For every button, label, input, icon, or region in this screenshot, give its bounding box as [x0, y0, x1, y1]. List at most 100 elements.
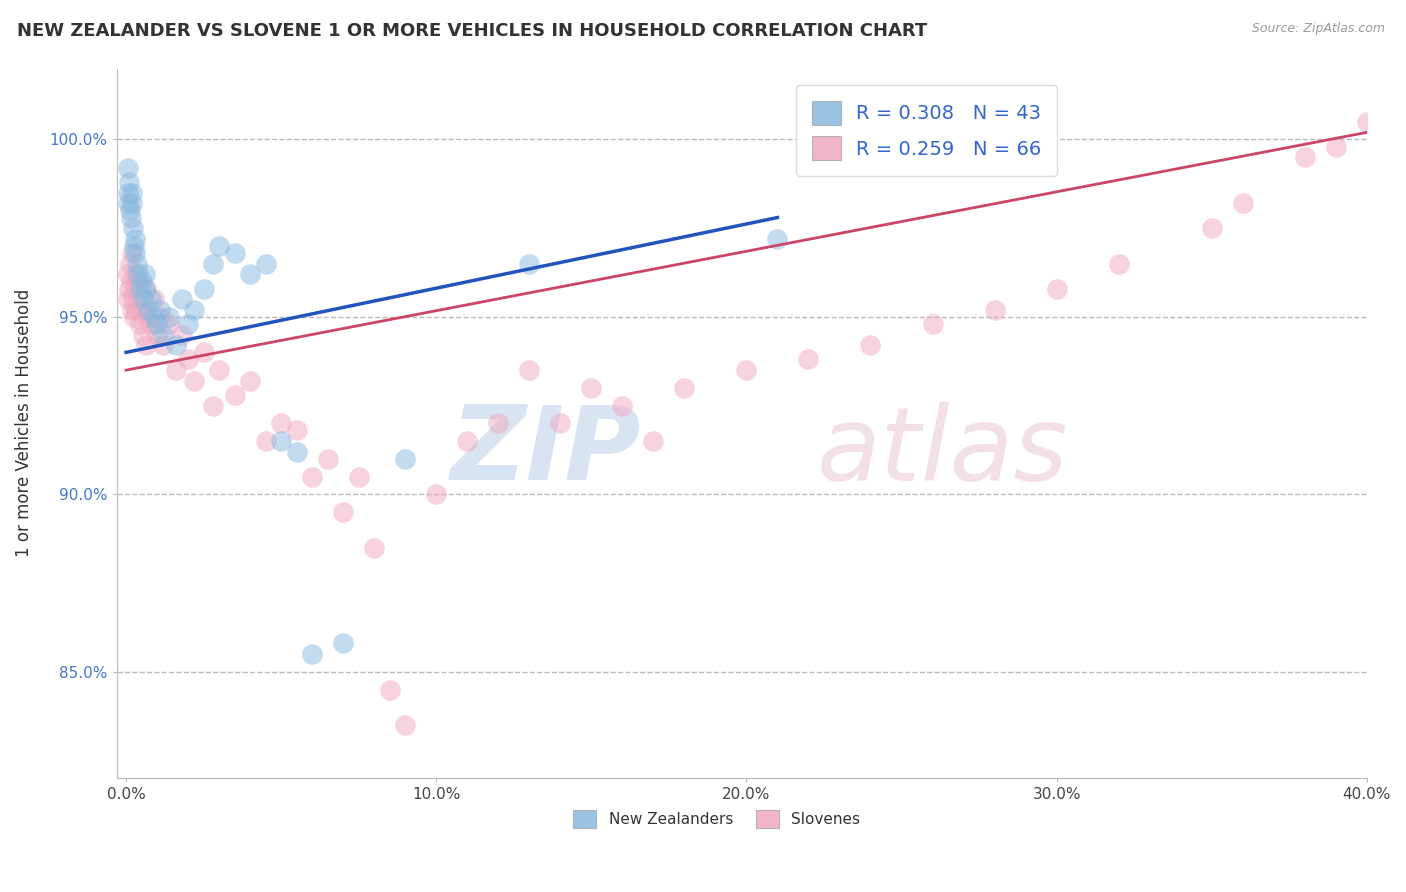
Point [859, 338, 882, 352]
Point [146, 317, 169, 331]
Point [170, 327, 193, 342]
Point [363, 541, 385, 555]
Point [122, 310, 145, 324]
Point [159, 310, 181, 324]
Point [1294, 150, 1316, 164]
Point [118, 257, 141, 271]
Point [193, 345, 215, 359]
Point [152, 327, 174, 342]
Point [581, 381, 603, 395]
Point [124, 232, 146, 246]
Point [120, 275, 142, 289]
Point [121, 196, 143, 211]
Point [127, 292, 149, 306]
Point [121, 292, 143, 306]
Point [193, 281, 215, 295]
Point [129, 281, 152, 295]
Point [1355, 114, 1378, 128]
Point [548, 417, 571, 431]
Point [118, 281, 141, 295]
Point [183, 374, 205, 388]
Point [1201, 221, 1223, 235]
Legend: New Zealanders, Slovenes: New Zealanders, Slovenes [568, 804, 866, 834]
Point [316, 451, 339, 466]
Y-axis label: 1 or more Vehicles in Household: 1 or more Vehicles in Household [15, 289, 32, 558]
Point [285, 444, 308, 458]
Point [224, 388, 246, 402]
Point [127, 268, 149, 282]
Point [134, 268, 156, 282]
Point [254, 257, 277, 271]
Point [125, 302, 148, 317]
Point [766, 232, 789, 246]
Point [208, 239, 231, 253]
Point [139, 292, 162, 306]
Point [735, 363, 758, 377]
Point [121, 186, 143, 200]
Point [239, 268, 262, 282]
Point [121, 246, 143, 260]
Point [132, 292, 155, 306]
Point [394, 718, 416, 732]
Point [177, 317, 200, 331]
Point [165, 363, 187, 377]
Point [117, 196, 139, 211]
Point [139, 317, 162, 331]
Point [159, 317, 181, 331]
Point [149, 302, 172, 317]
Point [1324, 139, 1347, 153]
Point [149, 310, 172, 324]
Point [332, 636, 354, 650]
Point [183, 302, 205, 317]
Point [121, 302, 143, 317]
Point [125, 275, 148, 289]
Point [983, 302, 1005, 317]
Point [394, 451, 416, 466]
Point [612, 399, 634, 413]
Text: Source: ZipAtlas.com: Source: ZipAtlas.com [1251, 22, 1385, 36]
Point [121, 221, 143, 235]
Point [301, 469, 323, 483]
Point [124, 281, 146, 295]
Point [117, 268, 139, 282]
Point [1232, 196, 1254, 211]
Point [124, 246, 146, 260]
Point [208, 363, 231, 377]
Point [124, 268, 146, 282]
Point [177, 352, 200, 367]
Point [117, 186, 139, 200]
Point [118, 203, 141, 218]
Point [131, 302, 153, 317]
Point [142, 310, 165, 324]
Point [152, 338, 174, 352]
Point [921, 317, 943, 331]
Text: ZIP: ZIP [451, 401, 641, 502]
Point [122, 239, 145, 253]
Point [347, 469, 370, 483]
Point [254, 434, 277, 449]
Point [135, 281, 157, 295]
Point [425, 487, 447, 501]
Point [239, 374, 262, 388]
Point [332, 505, 354, 519]
Point [165, 338, 187, 352]
Point [201, 257, 224, 271]
Point [456, 434, 478, 449]
Point [285, 424, 308, 438]
Point [117, 292, 139, 306]
Point [486, 417, 509, 431]
Point [146, 327, 169, 342]
Point [301, 647, 323, 661]
Point [170, 292, 193, 306]
Point [643, 434, 665, 449]
Text: atlas: atlas [817, 401, 1069, 502]
Point [673, 381, 696, 395]
Point [125, 257, 148, 271]
Text: NEW ZEALANDER VS SLOVENE 1 OR MORE VEHICLES IN HOUSEHOLD CORRELATION CHART: NEW ZEALANDER VS SLOVENE 1 OR MORE VEHIC… [17, 22, 927, 40]
Point [117, 161, 139, 175]
Point [1108, 257, 1130, 271]
Point [224, 246, 246, 260]
Point [129, 317, 152, 331]
Point [132, 327, 155, 342]
Point [270, 417, 292, 431]
